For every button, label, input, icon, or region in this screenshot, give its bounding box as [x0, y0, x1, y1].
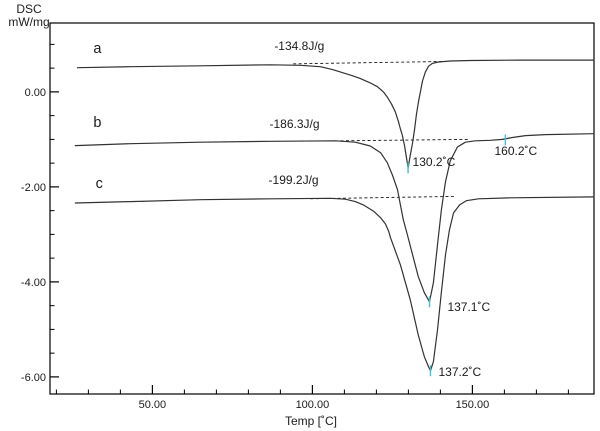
curve-c — [74, 196, 595, 372]
annotation-137.1C: 137.1˚C — [447, 300, 490, 314]
y-axis-title-line2: mW/mg — [8, 14, 50, 29]
y-tick-label: 0.00 — [25, 87, 46, 99]
annotation-b: b — [93, 115, 101, 131]
curve-a — [76, 59, 595, 169]
curve-b — [74, 133, 595, 303]
y-axis-title: DSC mW/mg — [0, 3, 58, 28]
annotation-130.2C: 130.2˚C — [413, 155, 456, 169]
baseline-b — [340, 138, 469, 142]
x-tick-label: 100.00 — [296, 399, 330, 411]
x-tick-label: 150.00 — [456, 399, 490, 411]
annotation-199.2Jg: -199.2J/g — [269, 173, 319, 187]
y-tick-label: -2.00 — [21, 182, 46, 194]
y-tick-label: -4.00 — [21, 277, 46, 289]
annotation-c: c — [96, 176, 103, 192]
annotation-186.3Jg: -186.3J/g — [270, 117, 320, 131]
x-axis-title: Temp [˚C] — [284, 414, 337, 428]
annotation-137.2C: 137.2˚C — [438, 365, 481, 379]
x-tick-label: 50.00 — [139, 399, 167, 411]
y-tick-label: -6.00 — [21, 372, 46, 384]
annotation-160.2C: 160.2˚C — [494, 144, 537, 158]
plot-frame — [49, 22, 595, 395]
annotation-a: a — [93, 41, 102, 57]
y-axis-title-line1: DSC — [16, 2, 42, 16]
baseline-a — [293, 61, 444, 65]
annotation-134.8Jg: -134.8J/g — [274, 39, 324, 53]
